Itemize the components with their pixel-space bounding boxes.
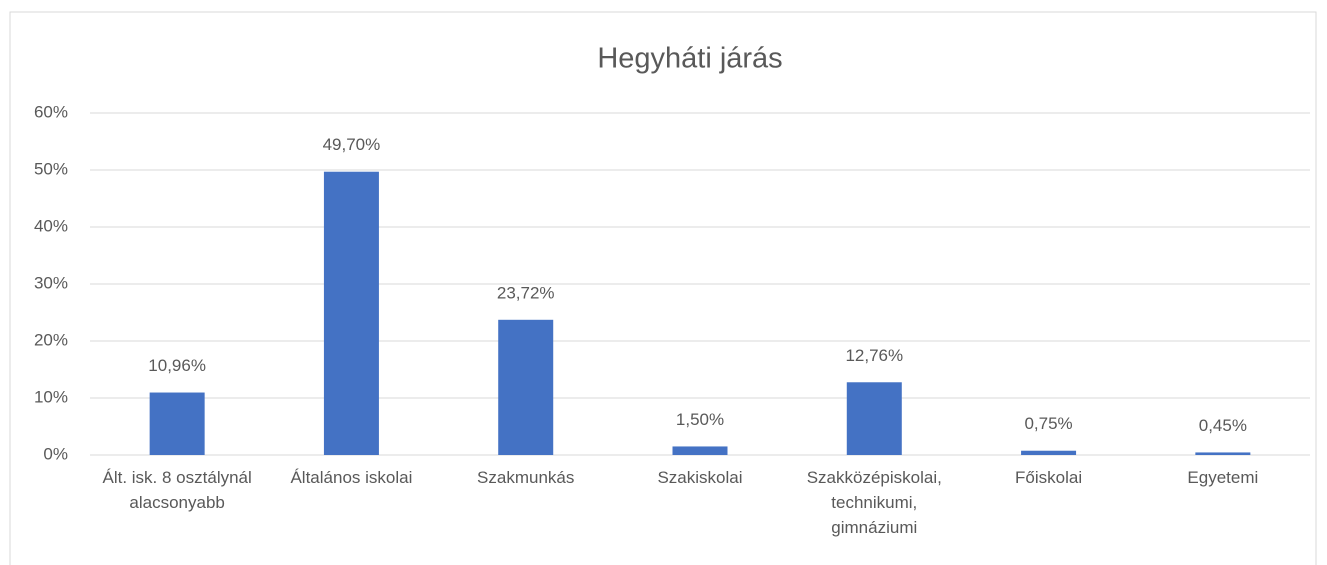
x-tick-label: Szakmunkás	[477, 468, 575, 487]
data-label: 49,70%	[323, 135, 381, 154]
bar	[846, 382, 902, 455]
data-label: 23,72%	[497, 283, 555, 302]
data-label: 10,96%	[148, 356, 206, 375]
data-label: 0,45%	[1199, 416, 1247, 435]
x-tick-label: Szakiskolai	[657, 468, 743, 487]
bar	[498, 319, 554, 455]
y-tick-label: 0%	[43, 444, 68, 463]
chart-border	[9, 11, 1317, 565]
y-tick-label: 60%	[34, 102, 68, 121]
data-label: 12,76%	[845, 346, 903, 365]
y-tick-label: 20%	[34, 330, 68, 349]
bar	[149, 392, 205, 455]
x-tick-label: Egyetemi	[1187, 468, 1259, 487]
y-tick-label: 50%	[34, 159, 68, 178]
bar	[1195, 452, 1251, 455]
bar	[323, 171, 379, 455]
bar	[1021, 450, 1077, 455]
y-tick-label: 30%	[34, 273, 68, 292]
x-tick-label: Ált. isk. 8 osztálynál alacsonyabb	[102, 468, 252, 512]
bar	[672, 446, 728, 455]
chart-title: Hegyháti járás	[597, 43, 782, 75]
y-tick-label: 40%	[34, 216, 68, 235]
x-tick-label: Szakközépiskolai, technikumi, gimnáziumi	[806, 468, 942, 537]
x-tick-label: Főiskolai	[1015, 468, 1083, 487]
data-label: 1,50%	[676, 410, 724, 429]
x-tick-label: Általános iskolai	[290, 468, 413, 487]
y-tick-label: 10%	[34, 387, 68, 406]
data-label: 0,75%	[1024, 414, 1072, 433]
